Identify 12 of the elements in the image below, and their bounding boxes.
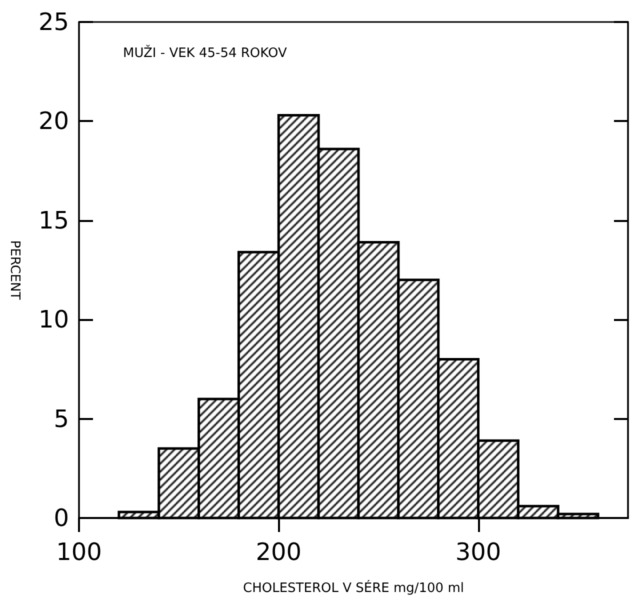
x-axis-title: CHOLESTEROL V SÉRE mg/100 ml	[243, 579, 464, 596]
y-tick-label: 15	[38, 206, 69, 234]
y-tick-label: 25	[38, 8, 69, 36]
x-tick-label: 100	[56, 538, 102, 566]
y-tick-label: 0	[54, 504, 69, 532]
y-axis-title: PERCENT	[7, 240, 22, 300]
x-tick-label: 200	[256, 538, 302, 566]
y-tick-label: 20	[38, 107, 69, 136]
x-tick-label: 300	[455, 538, 502, 566]
text: MUŽI - VEK 45-54 ROKOV	[123, 44, 287, 61]
y-tick-label: 5	[54, 404, 69, 433]
y-tick-label: 10	[38, 306, 69, 334]
